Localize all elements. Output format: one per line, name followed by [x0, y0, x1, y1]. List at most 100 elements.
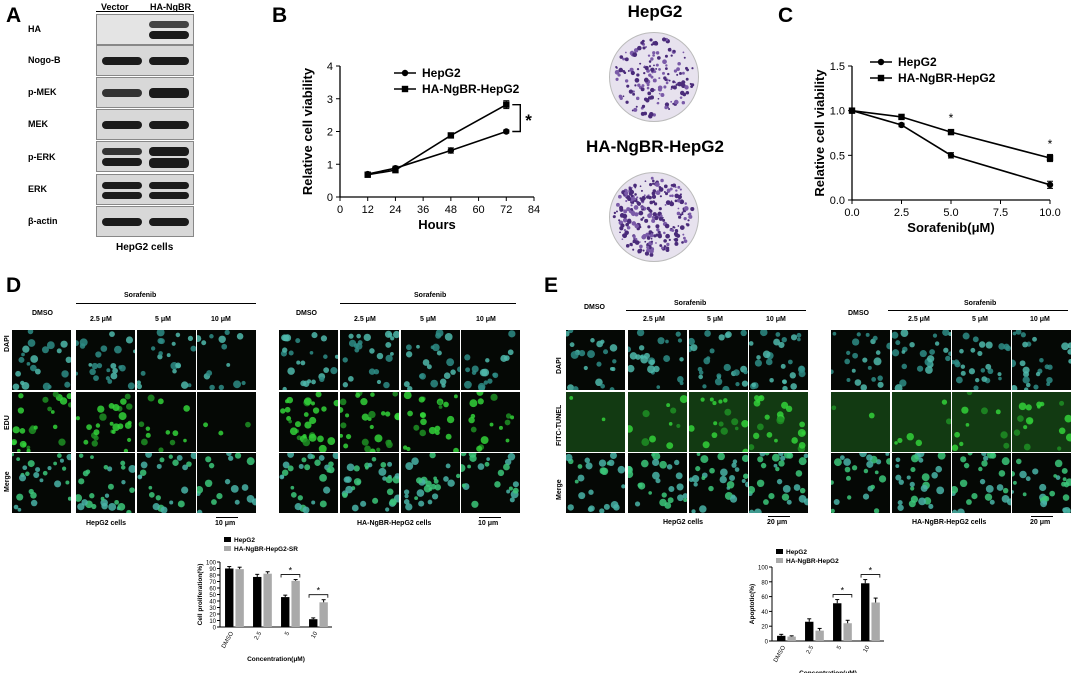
legend-label: HA-NgBR-HepG2-SR: [234, 546, 298, 553]
colony-dot: [674, 241, 679, 246]
x-axis-label: Concentration(μM): [799, 670, 857, 673]
colony-dot: [644, 218, 649, 223]
colony-dot: [681, 241, 684, 244]
x-tick-label: DMSO: [773, 645, 787, 664]
data-point: [898, 113, 905, 121]
colony-dot: [647, 54, 651, 57]
x-tick-label: 10: [311, 630, 320, 639]
panel-label-e: E: [544, 274, 559, 297]
significance-marker: *: [869, 566, 873, 576]
e-sorafenib-line-right: [888, 310, 1068, 311]
significance-bracket: [308, 594, 329, 598]
data-point: [392, 166, 399, 174]
colony-dot: [622, 69, 626, 73]
colony-dot: [664, 67, 668, 71]
colony-dot: [649, 252, 654, 257]
micrograph-tile: [748, 392, 808, 453]
micrograph-tile: [688, 452, 751, 514]
e-conc-right: 10 μM: [1030, 316, 1050, 323]
d-scale-left: 10 μm: [215, 520, 236, 527]
colony-dot: [634, 186, 637, 189]
colony-dot: [634, 240, 640, 245]
colony-dot: [668, 107, 671, 110]
colony-dot: [682, 233, 685, 236]
colony-dot: [677, 207, 680, 210]
micrograph-tile: [950, 450, 1014, 517]
d-conc-right: 10 μM: [476, 316, 496, 323]
colony-dot: [639, 241, 641, 243]
legend-swatch: [776, 558, 783, 563]
colony-dot: [679, 213, 683, 216]
colony-dot: [633, 237, 635, 240]
significance-bracket: [512, 103, 521, 133]
colony-dot: [675, 229, 679, 233]
colony-dot: [679, 199, 685, 205]
colony-dot: [652, 51, 656, 55]
blot-caption: HepG2 cells: [116, 242, 174, 253]
d-conc-left: 10 μM: [211, 316, 231, 323]
colony-dot: [685, 223, 688, 226]
blot-column-vector: Vector: [101, 2, 129, 12]
colony-dot: [690, 206, 695, 212]
colony-dot: [652, 41, 657, 46]
colony-dot: [665, 81, 669, 85]
micrograph-tile: [563, 327, 625, 392]
bar: [871, 602, 880, 641]
micrograph-tile: [950, 330, 1011, 391]
colony-dot: [625, 199, 628, 203]
bar: [235, 569, 244, 627]
legend-label: HA-NgBR-HepG2: [422, 82, 520, 96]
d-sorafenib-line-left: [76, 303, 256, 304]
y-tick-label: 3: [327, 94, 333, 106]
colony-dot: [624, 79, 629, 83]
colony-dot: [644, 240, 647, 243]
colony-dot: [673, 99, 679, 105]
colony-dot: [620, 223, 625, 228]
colony-dot: [651, 182, 655, 185]
micrograph-tile: [136, 328, 197, 390]
colony-dot: [635, 105, 638, 108]
colony-dot: [657, 230, 661, 234]
y-tick-label: 100: [758, 566, 769, 572]
colony-dot: [683, 239, 688, 244]
colony-dot: [641, 104, 646, 109]
colony-dot: [648, 65, 652, 68]
micrograph-tile: [831, 392, 890, 452]
colony-dot: [683, 236, 686, 240]
series-line: [851, 109, 1051, 159]
colony-dot: [648, 73, 652, 77]
legend-marker: [401, 85, 409, 93]
y-tick-label: 40: [761, 610, 768, 616]
colony-dot: [662, 218, 666, 222]
y-tick-label: 80: [761, 580, 768, 586]
significance-marker: *: [949, 111, 954, 125]
e-conc-right: 5 μM: [972, 316, 988, 323]
colony-dot: [641, 84, 645, 88]
colony-dot: [664, 203, 667, 206]
e-dmso-left: DMSO: [584, 304, 605, 311]
colony-dot: [664, 105, 668, 110]
colony-dot: [649, 183, 653, 187]
colony-dot: [644, 65, 649, 71]
colony-dot: [619, 205, 624, 210]
colony-dot: [632, 235, 636, 239]
y-tick-label: 20: [209, 613, 216, 619]
colony-dot: [617, 73, 621, 77]
colony-dot: [650, 176, 654, 180]
colony-dot: [613, 211, 617, 215]
micrograph-tile: [1008, 328, 1072, 392]
colony-dot: [638, 211, 643, 215]
significance-marker: *: [525, 111, 532, 130]
x-tick-label: 5: [284, 630, 291, 636]
blot-column-divider: [96, 11, 194, 12]
colony-dot: [639, 185, 642, 188]
colony-dot: [653, 70, 657, 74]
colony-dot: [646, 245, 650, 249]
colony-dot: [639, 62, 642, 65]
colony-dot: [659, 195, 662, 198]
x-tick-label: 12: [362, 204, 374, 216]
colony-dot: [673, 69, 678, 73]
micrograph-tile: [74, 453, 137, 516]
colony-dot: [647, 225, 651, 229]
